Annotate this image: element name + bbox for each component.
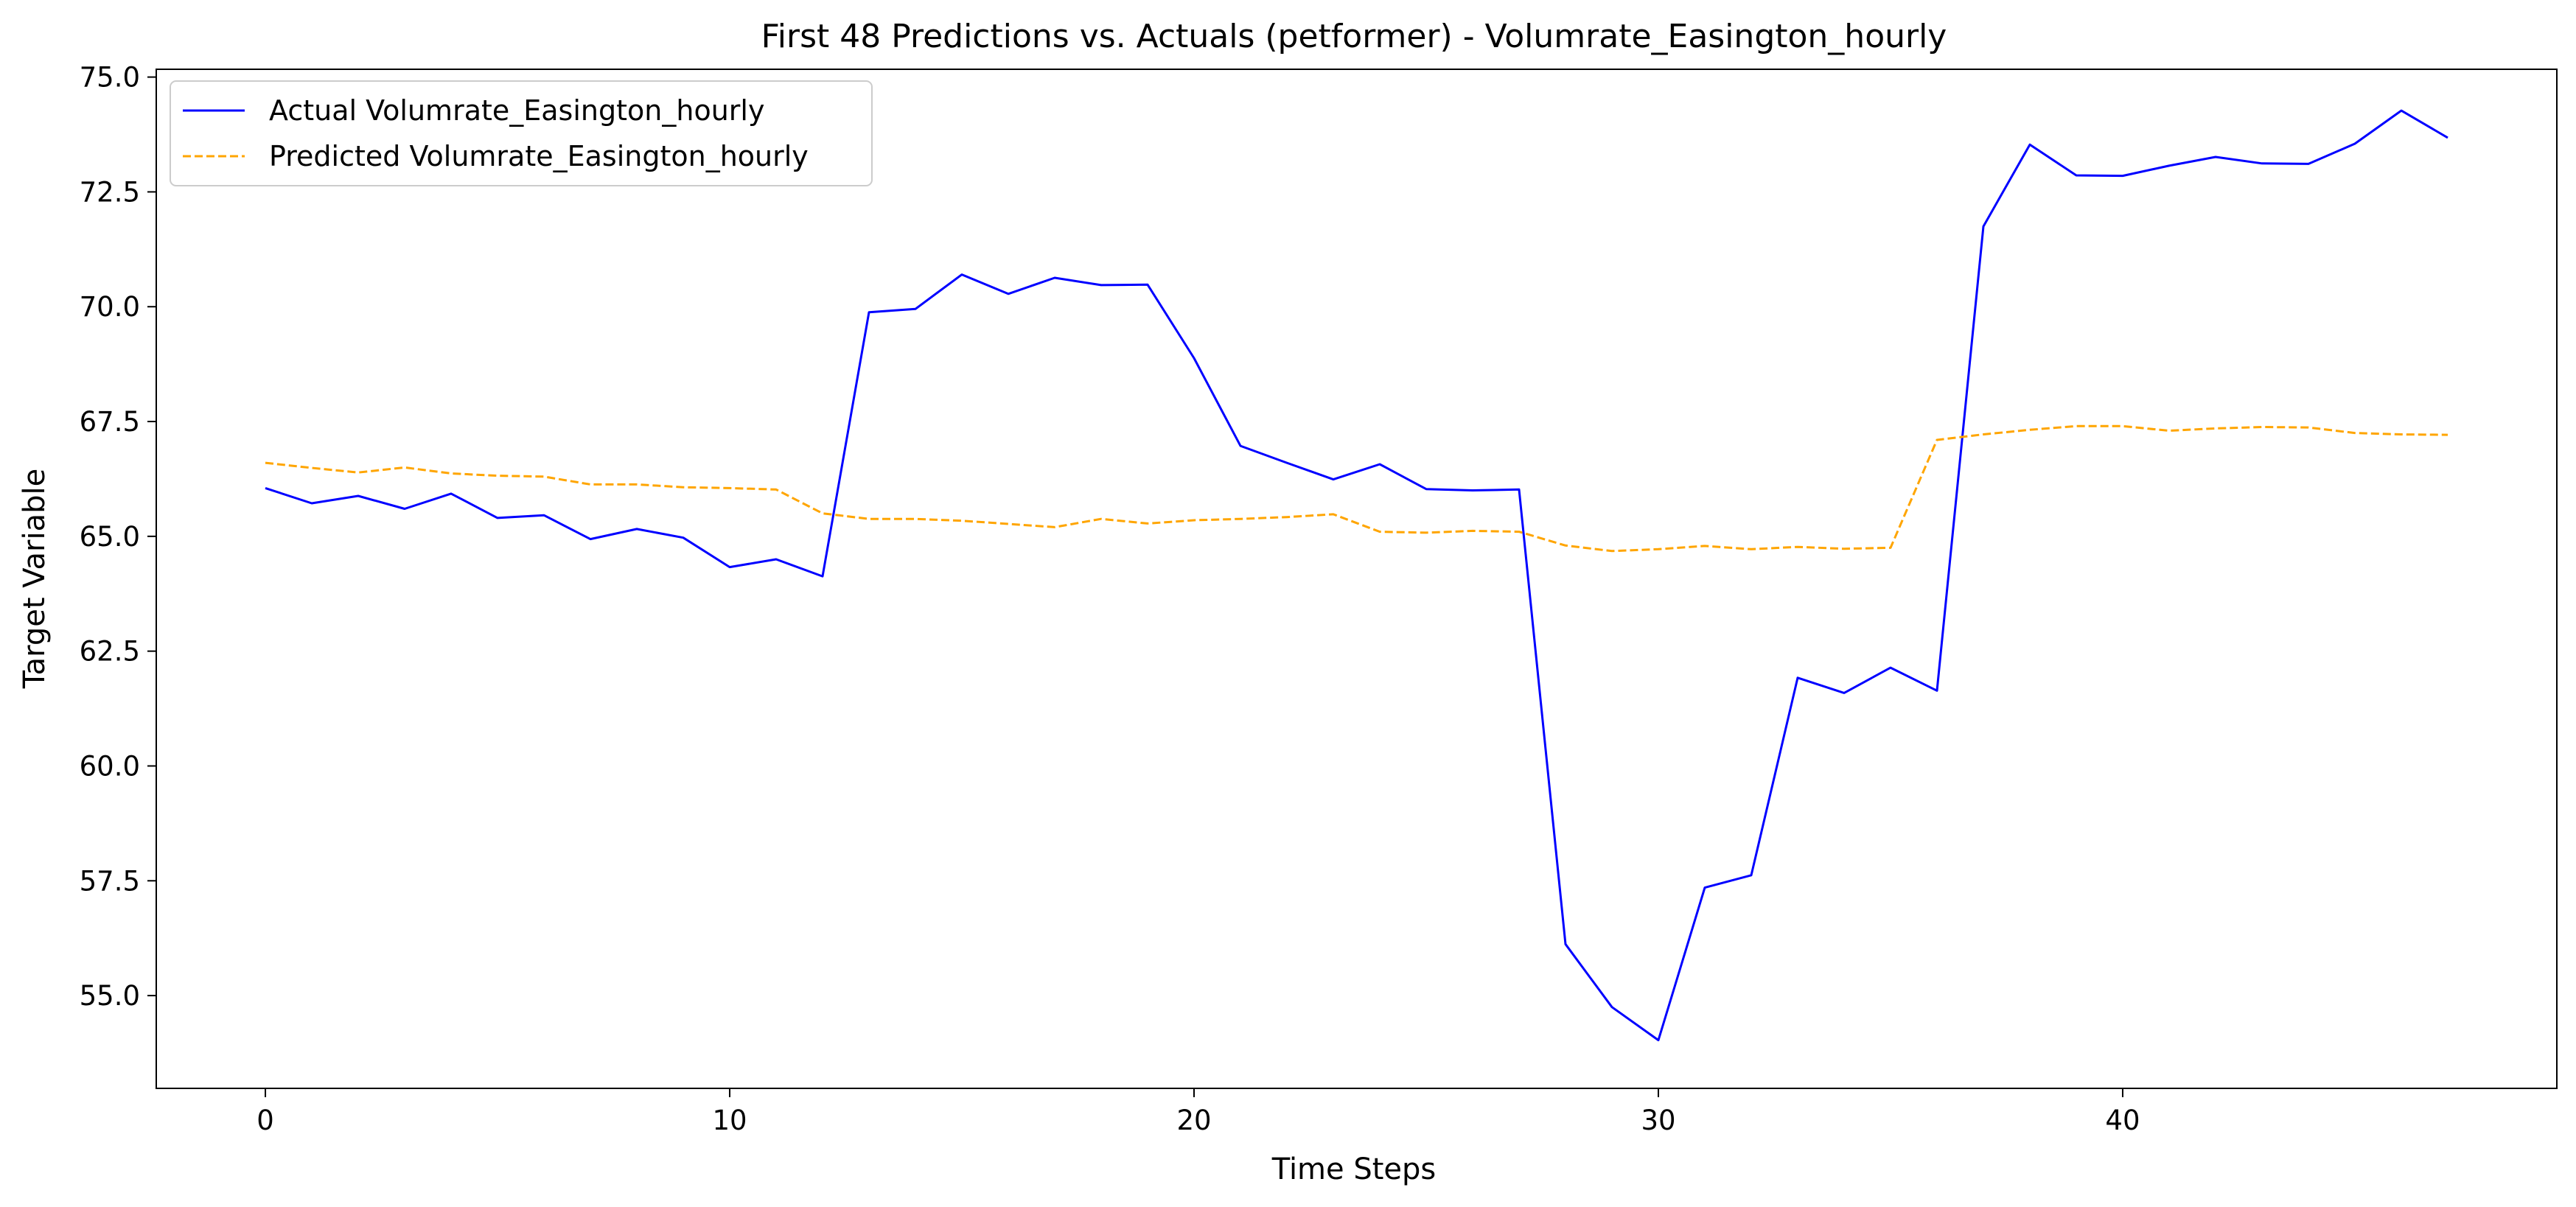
y-tick-label: 57.5: [80, 865, 140, 897]
x-tick-label: 40: [2105, 1105, 2140, 1136]
y-tick-label: 72.5: [80, 176, 140, 208]
y-tick-label: 67.5: [80, 406, 140, 438]
y-tick-label: 70.0: [80, 291, 140, 323]
plot-frame: [156, 69, 2558, 1089]
chart-title: First 48 Predictions vs. Actuals (petfor…: [761, 18, 1947, 55]
plot-background: [156, 69, 2557, 1088]
legend-label-predicted: Predicted Volumrate_Easington_hourly: [269, 140, 809, 172]
series-line-1: [265, 424, 2448, 553]
plot-area: [156, 69, 2558, 1089]
series-layer: [265, 109, 2448, 1042]
x-tick-label: 10: [712, 1105, 747, 1136]
legend-box: [170, 80, 873, 186]
y-axis-label: Target Variable: [18, 469, 52, 689]
series-line-0: [265, 109, 2448, 1042]
legend: Actual Volumrate_Easington_hourly Predic…: [170, 80, 873, 186]
x-tick-label: 20: [1176, 1105, 1211, 1136]
legend-label-actual: Actual Volumrate_Easington_hourly: [269, 94, 764, 127]
y-tick-label: 65.0: [80, 521, 140, 553]
x-tick-label: 0: [256, 1105, 274, 1136]
y-tick-label: 62.5: [80, 636, 140, 668]
x-axis-label: Time Steps: [1271, 1152, 1437, 1186]
x-tick-label: 30: [1641, 1105, 1675, 1136]
y-tick-label: 60.0: [80, 750, 140, 782]
x-axis-ticks: 0 10 20 30 40: [256, 1088, 2140, 1136]
y-tick-label: 55.0: [80, 980, 140, 1012]
y-axis-ticks: 55.0 57.5 60.0 62.5 65.0 67.5 70.0 72.5 75.0: [80, 62, 156, 1012]
y-tick-label: 75.0: [80, 62, 140, 94]
